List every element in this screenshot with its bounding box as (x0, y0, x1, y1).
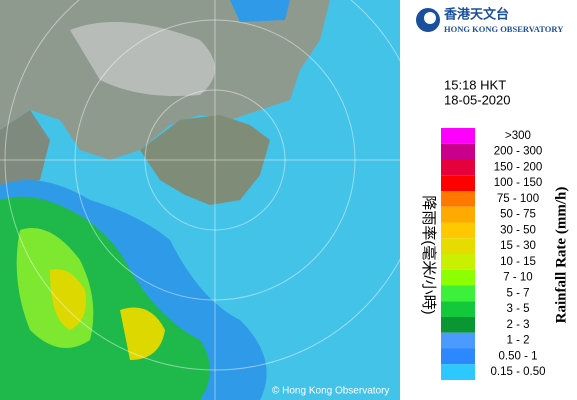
legend-swatch (441, 206, 475, 223)
copyright: © Hong Kong Observatory (272, 386, 389, 397)
legend-swatch (441, 222, 475, 239)
legend-swatch (441, 317, 475, 333)
date: 18-05-2020 (444, 92, 511, 107)
legend-label: 2 - 3 (506, 319, 529, 331)
legend-label: 5 - 7 (506, 287, 529, 299)
legend-label: 150 - 200 (494, 161, 543, 173)
cloud (70, 22, 215, 96)
legend-swatch (441, 348, 475, 365)
rain-area (120, 307, 165, 360)
logo-english: HONG KONG OBSERVATORY (444, 24, 563, 34)
land (0, 110, 50, 190)
rain-area (230, 0, 290, 22)
logo-icon (424, 12, 436, 24)
legend-label: 15 - 30 (500, 240, 536, 252)
legend-swatch (441, 301, 475, 317)
legend-label: 0.50 - 1 (499, 350, 538, 362)
legend-swatch (441, 332, 475, 349)
legend-swatch (441, 143, 475, 160)
legend-swatch (441, 364, 475, 380)
radar-map: © Hong Kong Observatory (0, 0, 400, 400)
legend: >300 200 - 300 150 - 200 100 - 150 75 - 100 5… (441, 128, 545, 380)
legend-swatch (441, 269, 475, 286)
time: 15:18 HKT (444, 77, 506, 92)
legend-swatch (441, 285, 475, 302)
side-panel (400, 0, 577, 400)
legend-title-english: Rainfall Rate (mm/h) (553, 187, 569, 324)
legend-label: >300 (505, 130, 531, 142)
legend-label: 75 - 100 (497, 193, 539, 205)
legend-label: 200 - 300 (494, 146, 543, 158)
legend-label: 1 - 2 (506, 335, 529, 347)
legend-title-chinese: 降雨率(毫米/小時) (420, 195, 438, 314)
legend-swatch (441, 191, 475, 207)
legend-swatch (441, 128, 475, 144)
logo-chinese: 香港天文台 (443, 6, 509, 21)
legend-label: 3 - 5 (506, 303, 529, 315)
legend-label: 100 - 150 (494, 177, 543, 189)
land (140, 115, 270, 205)
legend-label: 7 - 10 (503, 272, 532, 284)
legend-swatch (441, 175, 475, 191)
legend-swatch (441, 159, 475, 176)
legend-label: 50 - 75 (500, 209, 536, 221)
legend-label: 0.15 - 0.50 (491, 366, 546, 378)
rain-area (50, 269, 86, 330)
legend-swatch (441, 254, 475, 270)
legend-label: 10 - 15 (500, 256, 536, 268)
legend-label: 30 - 50 (500, 224, 536, 236)
legend-swatch (441, 238, 475, 254)
